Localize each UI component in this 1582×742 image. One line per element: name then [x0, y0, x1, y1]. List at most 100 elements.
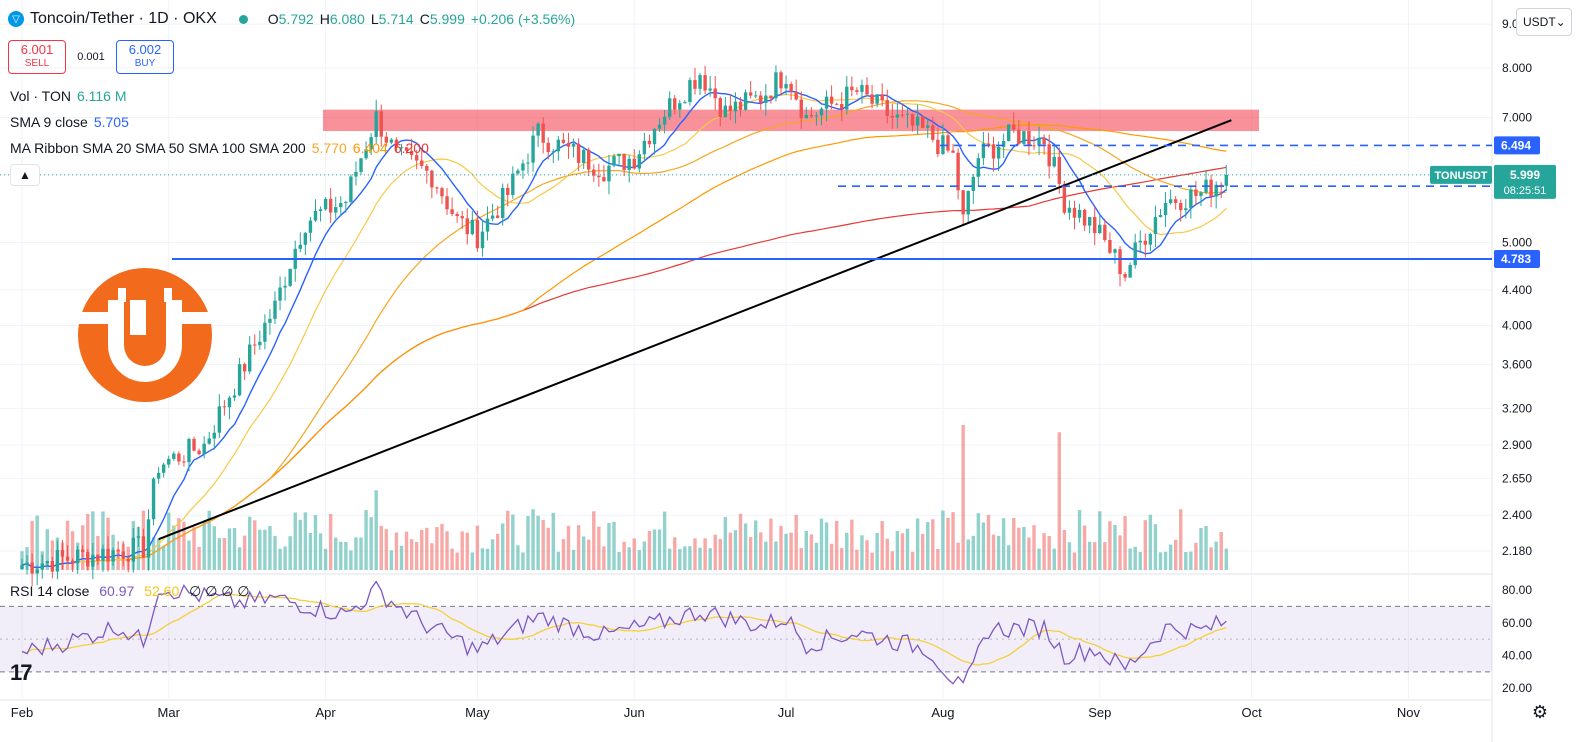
candle-body: [86, 552, 90, 567]
volume-bar: [1062, 529, 1067, 570]
legend-collapse-button[interactable]: ▲: [10, 164, 40, 186]
candle-body: [759, 95, 763, 103]
candle-body: [900, 114, 905, 116]
candle-body: [1118, 249, 1122, 274]
volume-bar: [784, 533, 788, 570]
candle-body: [890, 115, 895, 118]
volume-bar: [283, 546, 287, 570]
x-tick-label: Mar: [158, 705, 181, 720]
x-tick-label: Apr: [315, 705, 336, 720]
candle-body: [1093, 217, 1097, 234]
candle-body: [440, 188, 444, 197]
volume-bar: [349, 550, 353, 570]
candle-body: [404, 147, 409, 151]
candle-body: [328, 198, 333, 213]
volume-bar: [592, 511, 596, 570]
candle-body: [733, 101, 738, 112]
candle-body: [197, 450, 201, 455]
candle-body: [364, 149, 368, 159]
candle-body: [622, 153, 626, 170]
candle-body: [642, 140, 647, 155]
candle-body: [1219, 184, 1223, 186]
volume-bar: [743, 523, 748, 570]
candle-body: [394, 139, 399, 148]
volume-bar: [885, 538, 889, 570]
candle-body: [814, 115, 819, 117]
legend-ma-ribbon[interactable]: MA Ribbon SMA 20 SMA 50 SMA 100 SMA 200 5…: [10, 140, 429, 156]
volume-bar: [895, 530, 900, 570]
buy-button[interactable]: 6.002 BUY: [116, 40, 174, 74]
y-tick-label: 5.000: [1502, 236, 1532, 250]
sell-button[interactable]: 6.001 SELL: [8, 40, 66, 74]
candle-body: [597, 175, 601, 178]
volume-bar: [1133, 546, 1137, 570]
candle-body: [506, 187, 510, 196]
currency-selector[interactable]: USDT ⌄: [1516, 8, 1572, 36]
volume-bar: [581, 536, 586, 570]
volume-bar: [182, 521, 186, 570]
candle-body: [571, 143, 576, 147]
volume-bar: [824, 522, 829, 570]
volume-bar: [769, 518, 773, 570]
candle-body: [313, 210, 318, 221]
volume-bar: [936, 548, 940, 570]
legend-sma9[interactable]: SMA 9 close 5.705: [10, 114, 129, 130]
candle-body: [1052, 156, 1056, 167]
candle-body: [501, 187, 505, 218]
settings-gear-icon[interactable]: ⚙: [1531, 702, 1548, 722]
volume-bar: [258, 529, 262, 570]
x-tick-label: Aug: [931, 705, 954, 720]
volume-bar: [748, 537, 753, 570]
volume-bar: [308, 533, 313, 570]
volume-bar: [506, 510, 510, 570]
volume-bar: [374, 490, 378, 570]
spread-value: 0.001: [77, 51, 105, 63]
candle-body: [156, 472, 161, 479]
candle-body: [121, 551, 125, 559]
symbol-title[interactable]: Toncoin/Tether · 1D · OKX: [30, 10, 217, 27]
candle-body: [728, 105, 733, 112]
volume-bar: [70, 531, 75, 570]
candle-body: [819, 108, 824, 116]
candle-body: [667, 98, 672, 117]
candle-body: [662, 116, 667, 125]
volume-bar: [723, 517, 728, 570]
x-tick-label: Feb: [11, 705, 33, 720]
volume-bar: [389, 550, 394, 570]
candle-body: [399, 147, 404, 149]
candle-body: [865, 85, 869, 95]
volume-bar: [829, 543, 834, 570]
volume-bar: [511, 514, 515, 570]
candle-body: [298, 244, 302, 249]
candle-body: [850, 86, 854, 91]
legend-volume[interactable]: Vol · TON 6.116 M: [10, 88, 127, 104]
candle-body: [748, 92, 753, 96]
chevron-up-icon: ▲: [19, 168, 31, 182]
volume-bar: [662, 511, 667, 570]
volume-bar: [794, 514, 798, 570]
candle-body: [227, 397, 232, 408]
legend-rsi[interactable]: RSI 14 close 60.97 52.60 ∅ ∅ ∅ ∅: [10, 583, 250, 599]
candle-body: [824, 96, 829, 109]
candle-body: [1062, 183, 1067, 213]
candle-body: [981, 143, 986, 159]
candle-body: [182, 461, 186, 463]
candle-body: [91, 554, 95, 567]
volume-bar: [804, 531, 808, 570]
volume-bar: [521, 552, 525, 570]
volume-bar: [399, 545, 404, 570]
volume-bar: [1148, 514, 1153, 570]
volume-bar: [652, 529, 657, 570]
volume-bar: [926, 522, 930, 570]
candle-body: [25, 562, 29, 566]
volume-bar: [1194, 542, 1198, 570]
candle-body: [1133, 242, 1137, 266]
candle-body: [409, 150, 414, 156]
volume-bar: [1022, 526, 1026, 570]
candle-body: [840, 103, 844, 110]
candle-body: [1087, 217, 1092, 226]
volume-bar: [328, 513, 333, 570]
volume-bar: [956, 542, 960, 570]
volume-bar: [248, 516, 252, 570]
